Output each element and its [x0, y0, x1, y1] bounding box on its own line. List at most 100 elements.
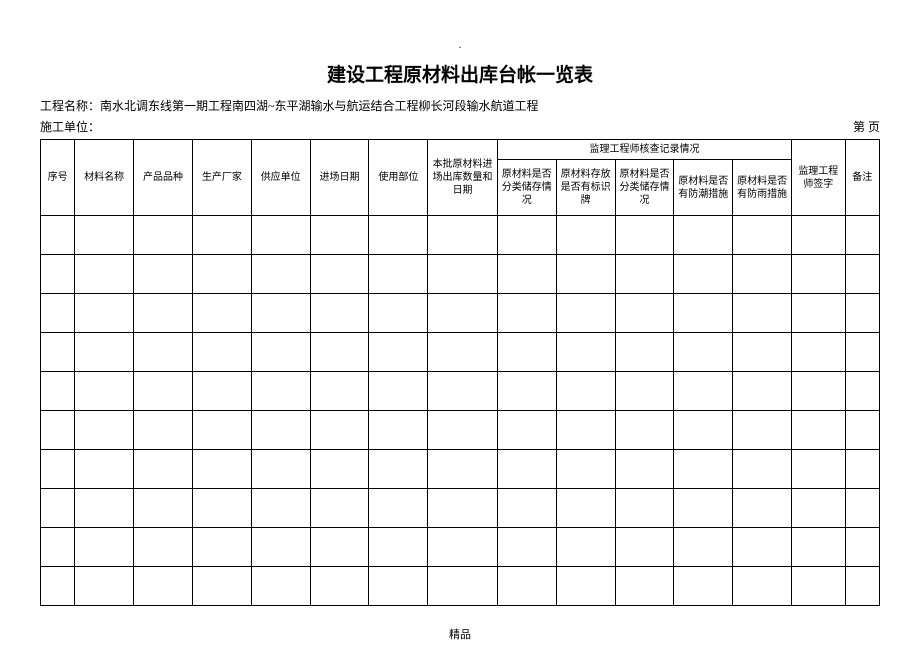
col-inspection-group: 监理工程师核查记录情况	[497, 140, 791, 160]
table-cell	[733, 567, 792, 606]
table-cell	[251, 255, 310, 294]
table-cell	[75, 450, 134, 489]
table-cell	[428, 567, 498, 606]
col-product-type: 产品品种	[134, 140, 193, 216]
table-cell	[369, 489, 428, 528]
table-cell	[369, 411, 428, 450]
table-cell	[134, 528, 193, 567]
col-material-name: 材料名称	[75, 140, 134, 216]
table-cell	[497, 255, 556, 294]
table-cell	[251, 489, 310, 528]
table-cell	[41, 294, 75, 333]
table-cell	[845, 411, 879, 450]
table-cell	[733, 528, 792, 567]
table-cell	[428, 294, 498, 333]
main-table: 序号 材料名称 产品品种 生产厂家 供应单位 进场日期 使用部位 本批原材料进场…	[40, 139, 880, 606]
table-cell	[192, 294, 251, 333]
table-row	[41, 216, 880, 255]
table-cell	[497, 216, 556, 255]
table-cell	[75, 216, 134, 255]
table-cell	[251, 333, 310, 372]
table-cell	[792, 255, 846, 294]
table-cell	[556, 372, 615, 411]
table-cell	[134, 294, 193, 333]
table-cell	[674, 489, 733, 528]
table-cell	[845, 255, 879, 294]
table-cell	[310, 528, 369, 567]
table-cell	[75, 372, 134, 411]
table-cell	[192, 255, 251, 294]
table-cell	[615, 372, 674, 411]
table-cell	[428, 528, 498, 567]
table-cell	[845, 528, 879, 567]
pager: 第 页	[853, 118, 880, 137]
col-used-by: 使用部位	[369, 140, 428, 216]
table-cell	[792, 411, 846, 450]
page-suffix: 页	[868, 120, 880, 134]
table-row	[41, 528, 880, 567]
table-cell	[41, 528, 75, 567]
table-cell	[310, 411, 369, 450]
table-cell	[310, 216, 369, 255]
table-cell	[134, 372, 193, 411]
table-cell	[192, 489, 251, 528]
table-cell	[369, 567, 428, 606]
table-cell	[845, 567, 879, 606]
table-cell	[310, 567, 369, 606]
table-cell	[497, 450, 556, 489]
table-cell	[310, 489, 369, 528]
table-cell	[733, 489, 792, 528]
table-cell	[41, 333, 75, 372]
col-batch-info: 本批原材料进场出库数量和日期	[428, 140, 498, 216]
table-cell	[733, 294, 792, 333]
table-body	[41, 216, 880, 606]
col-supplier: 供应单位	[251, 140, 310, 216]
table-cell	[251, 372, 310, 411]
table-cell	[428, 411, 498, 450]
table-cell	[310, 255, 369, 294]
table-cell	[674, 450, 733, 489]
table-cell	[75, 255, 134, 294]
col-check5: 原材料是否有防雨措施	[733, 160, 792, 216]
table-cell	[369, 528, 428, 567]
table-cell	[428, 372, 498, 411]
table-cell	[75, 567, 134, 606]
table-cell	[674, 333, 733, 372]
table-cell	[497, 372, 556, 411]
table-cell	[428, 333, 498, 372]
table-cell	[792, 528, 846, 567]
table-cell	[310, 450, 369, 489]
project-line: 工程名称：南水北调东线第一期工程南四湖~东平湖输水与航运结合工程柳长河段输水航道…	[40, 97, 880, 116]
table-cell	[792, 216, 846, 255]
table-cell	[75, 294, 134, 333]
table-cell	[310, 294, 369, 333]
table-cell	[369, 216, 428, 255]
table-cell	[192, 411, 251, 450]
table-row	[41, 567, 880, 606]
table-cell	[733, 411, 792, 450]
table-cell	[845, 372, 879, 411]
table-cell	[556, 567, 615, 606]
table-cell	[428, 216, 498, 255]
table-cell	[369, 450, 428, 489]
table-cell	[251, 567, 310, 606]
table-cell	[41, 255, 75, 294]
table-cell	[615, 255, 674, 294]
top-mark: .	[0, 40, 920, 51]
table-cell	[251, 411, 310, 450]
table-cell	[556, 450, 615, 489]
table-cell	[792, 489, 846, 528]
table-row	[41, 372, 880, 411]
table-cell	[251, 216, 310, 255]
table-cell	[134, 411, 193, 450]
table-cell	[733, 255, 792, 294]
project-label: 工程名称：	[40, 99, 100, 113]
table-cell	[674, 294, 733, 333]
col-seq: 序号	[41, 140, 75, 216]
table-cell	[428, 255, 498, 294]
table-row	[41, 489, 880, 528]
table-cell	[41, 411, 75, 450]
table-cell	[41, 450, 75, 489]
project-name: 南水北调东线第一期工程南四湖~东平湖输水与航运结合工程柳长河段输水航道工程	[100, 99, 539, 113]
footer-text: 精品	[40, 626, 880, 642]
